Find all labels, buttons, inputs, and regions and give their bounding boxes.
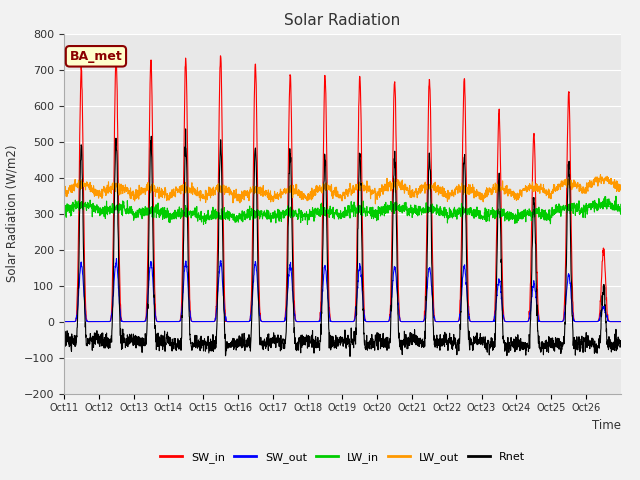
LW_out [596, 172, 604, 178]
Line: SW_in: SW_in [64, 56, 621, 322]
LW_in [609, 207, 617, 213]
LW_in [612, 193, 620, 199]
SW_in [216, 53, 224, 59]
LW_in [510, 214, 518, 219]
Rnet [617, 338, 625, 344]
SW_in [617, 319, 625, 324]
Line: SW_out: SW_out [64, 259, 621, 322]
LW_out [372, 201, 380, 207]
Rnet [609, 340, 617, 346]
Text: BA_met: BA_met [70, 50, 122, 63]
LW_in [542, 216, 550, 222]
Rnet [60, 331, 68, 337]
SW_in [376, 319, 384, 324]
SW_in [609, 319, 617, 324]
Legend: SW_in, SW_out, LW_in, LW_out, Rnet: SW_in, SW_out, LW_in, LW_out, Rnet [156, 447, 529, 467]
SW_out [116, 306, 124, 312]
SW_in [542, 319, 550, 324]
LW_out [236, 200, 244, 205]
Title: Solar Radiation: Solar Radiation [284, 13, 401, 28]
SW_in [60, 319, 68, 324]
LW_in [376, 210, 384, 216]
SW_out [542, 319, 550, 324]
Rnet [116, 307, 124, 312]
SW_out [113, 256, 120, 262]
SW_out [376, 319, 384, 324]
LW_out [617, 182, 625, 188]
Rnet [346, 354, 354, 360]
Rnet [511, 337, 518, 343]
LW_out [542, 190, 550, 195]
SW_in [236, 319, 244, 324]
Rnet [236, 334, 244, 339]
LW_in [303, 222, 311, 228]
LW_out [376, 192, 384, 198]
SW_in [510, 319, 518, 324]
Y-axis label: Solar Radiation (W/m2): Solar Radiation (W/m2) [5, 145, 18, 282]
LW_out [116, 184, 124, 190]
LW_out [609, 180, 617, 186]
X-axis label: Time: Time [592, 419, 621, 432]
SW_out [617, 319, 625, 324]
Line: LW_out: LW_out [64, 175, 621, 204]
LW_in [60, 205, 68, 211]
LW_in [236, 215, 244, 221]
Rnet [182, 126, 189, 132]
LW_out [510, 189, 518, 195]
SW_out [236, 319, 244, 324]
LW_in [116, 201, 124, 207]
Rnet [542, 340, 550, 346]
SW_out [609, 319, 617, 324]
LW_in [617, 202, 625, 207]
SW_out [510, 319, 518, 324]
Rnet [376, 332, 384, 337]
SW_out [60, 319, 68, 324]
SW_in [116, 274, 124, 279]
Line: LW_in: LW_in [64, 196, 621, 225]
Line: Rnet: Rnet [64, 129, 621, 357]
LW_out [60, 192, 68, 198]
